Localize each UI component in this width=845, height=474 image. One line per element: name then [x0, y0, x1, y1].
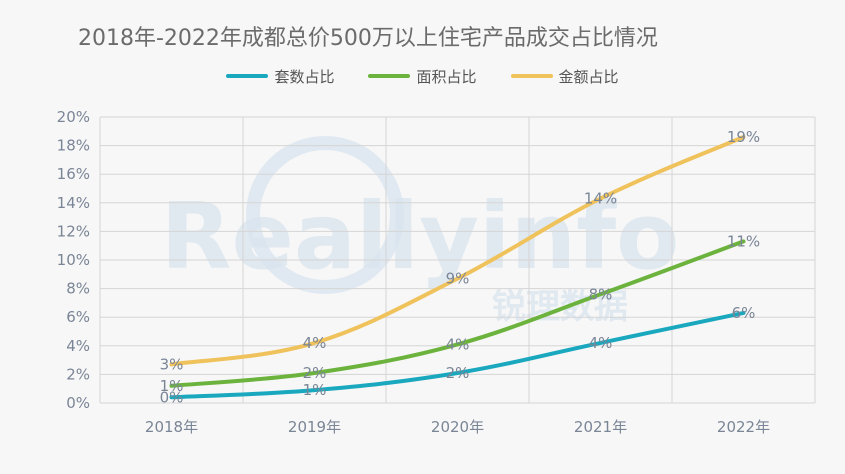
legend-label-area: 面积占比 — [416, 67, 477, 86]
data-label-area: 4% — [446, 335, 470, 353]
y-tick-label: 10% — [57, 251, 90, 269]
legend-item-area[interactable]: 面积占比 — [368, 64, 477, 88]
data-point-amount — [742, 135, 745, 139]
y-tick-label: 14% — [57, 194, 90, 212]
chart-title: 2018年-2022年成都总价500万以上住宅产品成交占比情况 — [78, 26, 658, 51]
y-tick-label: 2% — [66, 365, 90, 383]
x-tick-label: 2018年 — [145, 418, 198, 436]
data-point-amount — [170, 362, 173, 366]
y-tick-label: 18% — [57, 137, 90, 155]
legend-item-amount[interactable]: 金额占比 — [510, 64, 619, 88]
x-tick-label: 2022年 — [717, 418, 770, 436]
data-label-units: 1% — [303, 381, 327, 399]
legend-item-units[interactable]: 套数占比 — [226, 64, 334, 88]
data-label-area: 2% — [303, 364, 327, 382]
legend-label-amount: 金额占比 — [558, 67, 619, 86]
data-point-units — [313, 388, 316, 392]
data-point-amount — [599, 197, 602, 201]
data-point-units — [742, 311, 745, 315]
data-label-area: 11% — [727, 232, 760, 250]
data-label-amount: 9% — [446, 270, 470, 288]
data-point-area — [599, 292, 602, 296]
watermark-logo-ring — [246, 136, 404, 294]
data-point-units — [456, 371, 459, 375]
y-tick-label: 12% — [57, 222, 90, 240]
x-tick-label: 2021年 — [574, 418, 627, 436]
data-label-units: 2% — [446, 364, 470, 382]
data-label-amount: 19% — [727, 128, 760, 146]
y-tick-label: 4% — [66, 337, 90, 355]
data-point-amount — [313, 341, 316, 345]
data-point-area — [313, 371, 316, 375]
data-label-amount: 14% — [584, 190, 617, 208]
data-point-area — [170, 384, 173, 388]
data-label-area: 1% — [160, 377, 184, 395]
legend-label-units: 套数占比 — [274, 67, 335, 86]
data-label-units: 4% — [589, 334, 613, 352]
data-label-units: 6% — [732, 304, 756, 322]
data-point-amount — [456, 277, 459, 281]
data-label-amount: 4% — [303, 334, 327, 352]
x-tick-label: 2020年 — [431, 418, 484, 436]
y-tick-label: 20% — [57, 108, 90, 126]
data-point-units — [599, 341, 602, 345]
data-label-amount: 3% — [160, 355, 184, 373]
chart-legend: 套数占比 面积占比 金额占比 — [0, 64, 845, 88]
legend-swatch-units — [226, 74, 269, 78]
data-point-area — [742, 239, 745, 243]
legend-swatch-amount — [510, 74, 553, 78]
data-label-units: 0% — [160, 388, 184, 406]
data-point-area — [456, 342, 459, 346]
data-label-area: 8% — [589, 285, 613, 303]
y-tick-label: 8% — [66, 280, 90, 298]
x-tick-label: 2019年 — [288, 418, 341, 436]
y-tick-label: 0% — [66, 394, 90, 412]
y-tick-label: 6% — [66, 308, 90, 326]
legend-swatch-area — [368, 74, 411, 78]
y-tick-label: 16% — [57, 165, 90, 183]
data-point-units — [170, 395, 173, 399]
